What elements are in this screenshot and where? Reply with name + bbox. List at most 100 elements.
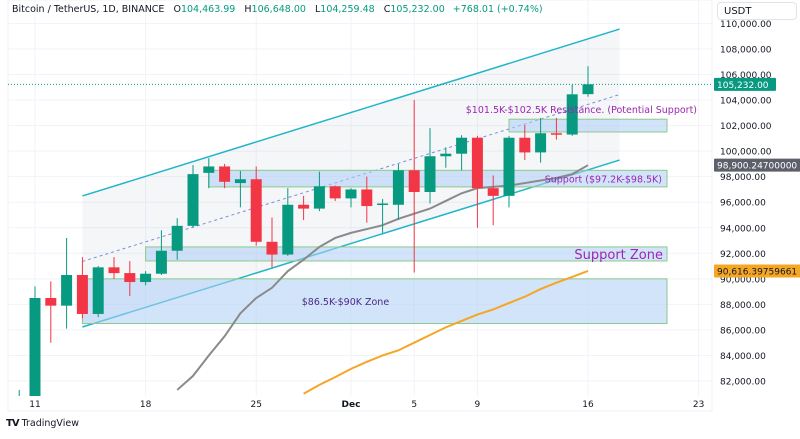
candles[interactable] — [14, 66, 594, 439]
candle — [298, 195, 310, 221]
candle-body — [187, 174, 199, 226]
candle-body — [76, 275, 88, 314]
candle — [155, 230, 167, 276]
time-tick-label: 9 — [475, 400, 481, 410]
tradingview-logo[interactable]: TV TradingView — [6, 418, 79, 429]
price-tick-label: 84,000.00 — [720, 352, 766, 362]
time-axis[interactable]: 11 18 25 Dec 5 9 16 23 — [29, 400, 704, 410]
candle-body — [155, 250, 167, 274]
candle-body — [250, 179, 262, 242]
candle-body — [408, 170, 420, 193]
symbol-legend: Bitcoin / TetherUS, 1D, BINANCE O104,463… — [12, 4, 543, 15]
ma-orange-tag: 90,616.39759661 — [717, 267, 797, 277]
candle-body — [92, 267, 104, 314]
candle — [503, 135, 515, 208]
candle — [535, 117, 547, 163]
price-tick-label: 102,000.00 — [720, 122, 772, 132]
brand-name: TradingView — [21, 418, 79, 429]
candle-body — [535, 133, 547, 153]
price-tick-label: 104,000.00 — [720, 97, 772, 107]
candle — [171, 218, 183, 260]
candle — [266, 217, 278, 268]
price-tick-label: 94,000.00 — [720, 224, 766, 234]
time-tick-label: 23 — [693, 400, 704, 410]
last-price-tag-bg — [714, 77, 776, 91]
candle-body — [108, 267, 120, 274]
low-value: 104,259.48 — [320, 4, 375, 15]
channel-upper-line — [82, 28, 620, 197]
high-value: 106,648.00 — [251, 4, 306, 15]
price-tick-label: 90,000.00 — [720, 275, 766, 285]
candle-body — [61, 275, 73, 306]
symbol-title: Bitcoin / TetherUS, 1D, BINANCE — [12, 4, 165, 15]
candle-body — [298, 204, 310, 209]
close-label: C — [383, 4, 391, 15]
candle-body — [392, 170, 404, 205]
candle — [124, 260, 136, 297]
candle-body — [266, 241, 278, 255]
low-label: L — [314, 4, 321, 15]
zone-rect — [508, 118, 668, 133]
price-tick-label: 110,000.00 — [720, 20, 772, 30]
time-tick-label: 5 — [411, 400, 417, 410]
candle-body — [329, 186, 341, 199]
candle — [424, 128, 436, 204]
candle-body — [234, 179, 246, 184]
price-tick-label: 82,000.00 — [720, 378, 766, 388]
zone-label: Support ($97.2K-$98.5K) — [545, 175, 662, 186]
candle-body — [550, 133, 562, 135]
candle — [45, 281, 57, 343]
ma-orange-tag-bg — [714, 264, 800, 278]
candle — [519, 124, 531, 161]
time-tick-label: 11 — [29, 400, 40, 410]
last-price-tag: 105,232.00 — [717, 81, 769, 91]
plot-area — [7, 0, 713, 412]
price-tick-label: 88,000.00 — [720, 301, 766, 311]
candle — [61, 237, 73, 329]
change-value: +768.01 (+0.74%) — [452, 4, 543, 15]
candle-body — [582, 84, 594, 95]
price-tick-label: 100,000.00 — [720, 148, 772, 158]
currency-button[interactable]: USDT — [717, 2, 797, 20]
candle-body — [424, 156, 436, 193]
candle — [487, 175, 499, 226]
candle-body — [471, 137, 483, 189]
candle — [234, 170, 246, 208]
time-tick-label: Dec — [342, 400, 361, 410]
price-tags: 105,232.00 98,900.24700000 90,616.39759661 — [714, 77, 800, 278]
candle — [456, 135, 468, 171]
close-value: 105,232.00 — [390, 4, 445, 15]
candle — [313, 171, 325, 212]
candle — [250, 166, 262, 246]
candle-body — [45, 297, 57, 306]
candle — [550, 117, 562, 140]
candle — [566, 84, 578, 136]
time-tick-label: 25 — [250, 400, 261, 410]
ma-gray-tag-bg — [714, 158, 800, 172]
candle-body — [219, 166, 231, 182]
zones[interactable] — [81, 118, 668, 325]
candle — [392, 163, 404, 221]
ma-gray-tag: 98,900.24700000 — [717, 162, 797, 172]
price-axis[interactable]: 82,000.00 84,000.00 86,000.00 88,000.00 90,0… — [720, 20, 772, 388]
candle-body — [171, 225, 183, 251]
candle-body — [456, 137, 468, 154]
time-tick-label: 18 — [140, 400, 152, 410]
candle — [140, 271, 152, 286]
price-tick-label: 96,000.00 — [720, 199, 766, 209]
candle-body — [487, 188, 499, 196]
tv-logo-icon: TV — [6, 418, 20, 429]
candle — [219, 163, 231, 189]
candle — [329, 185, 341, 201]
candle — [440, 147, 452, 168]
candle — [471, 135, 483, 228]
candle — [108, 257, 120, 279]
candle-body — [124, 273, 136, 283]
price-tick-label: 98,000.00 — [720, 173, 766, 183]
candle-body — [566, 94, 578, 135]
candle — [345, 188, 357, 208]
candle — [582, 66, 594, 97]
high-label: H — [244, 4, 252, 15]
candle — [282, 188, 294, 256]
